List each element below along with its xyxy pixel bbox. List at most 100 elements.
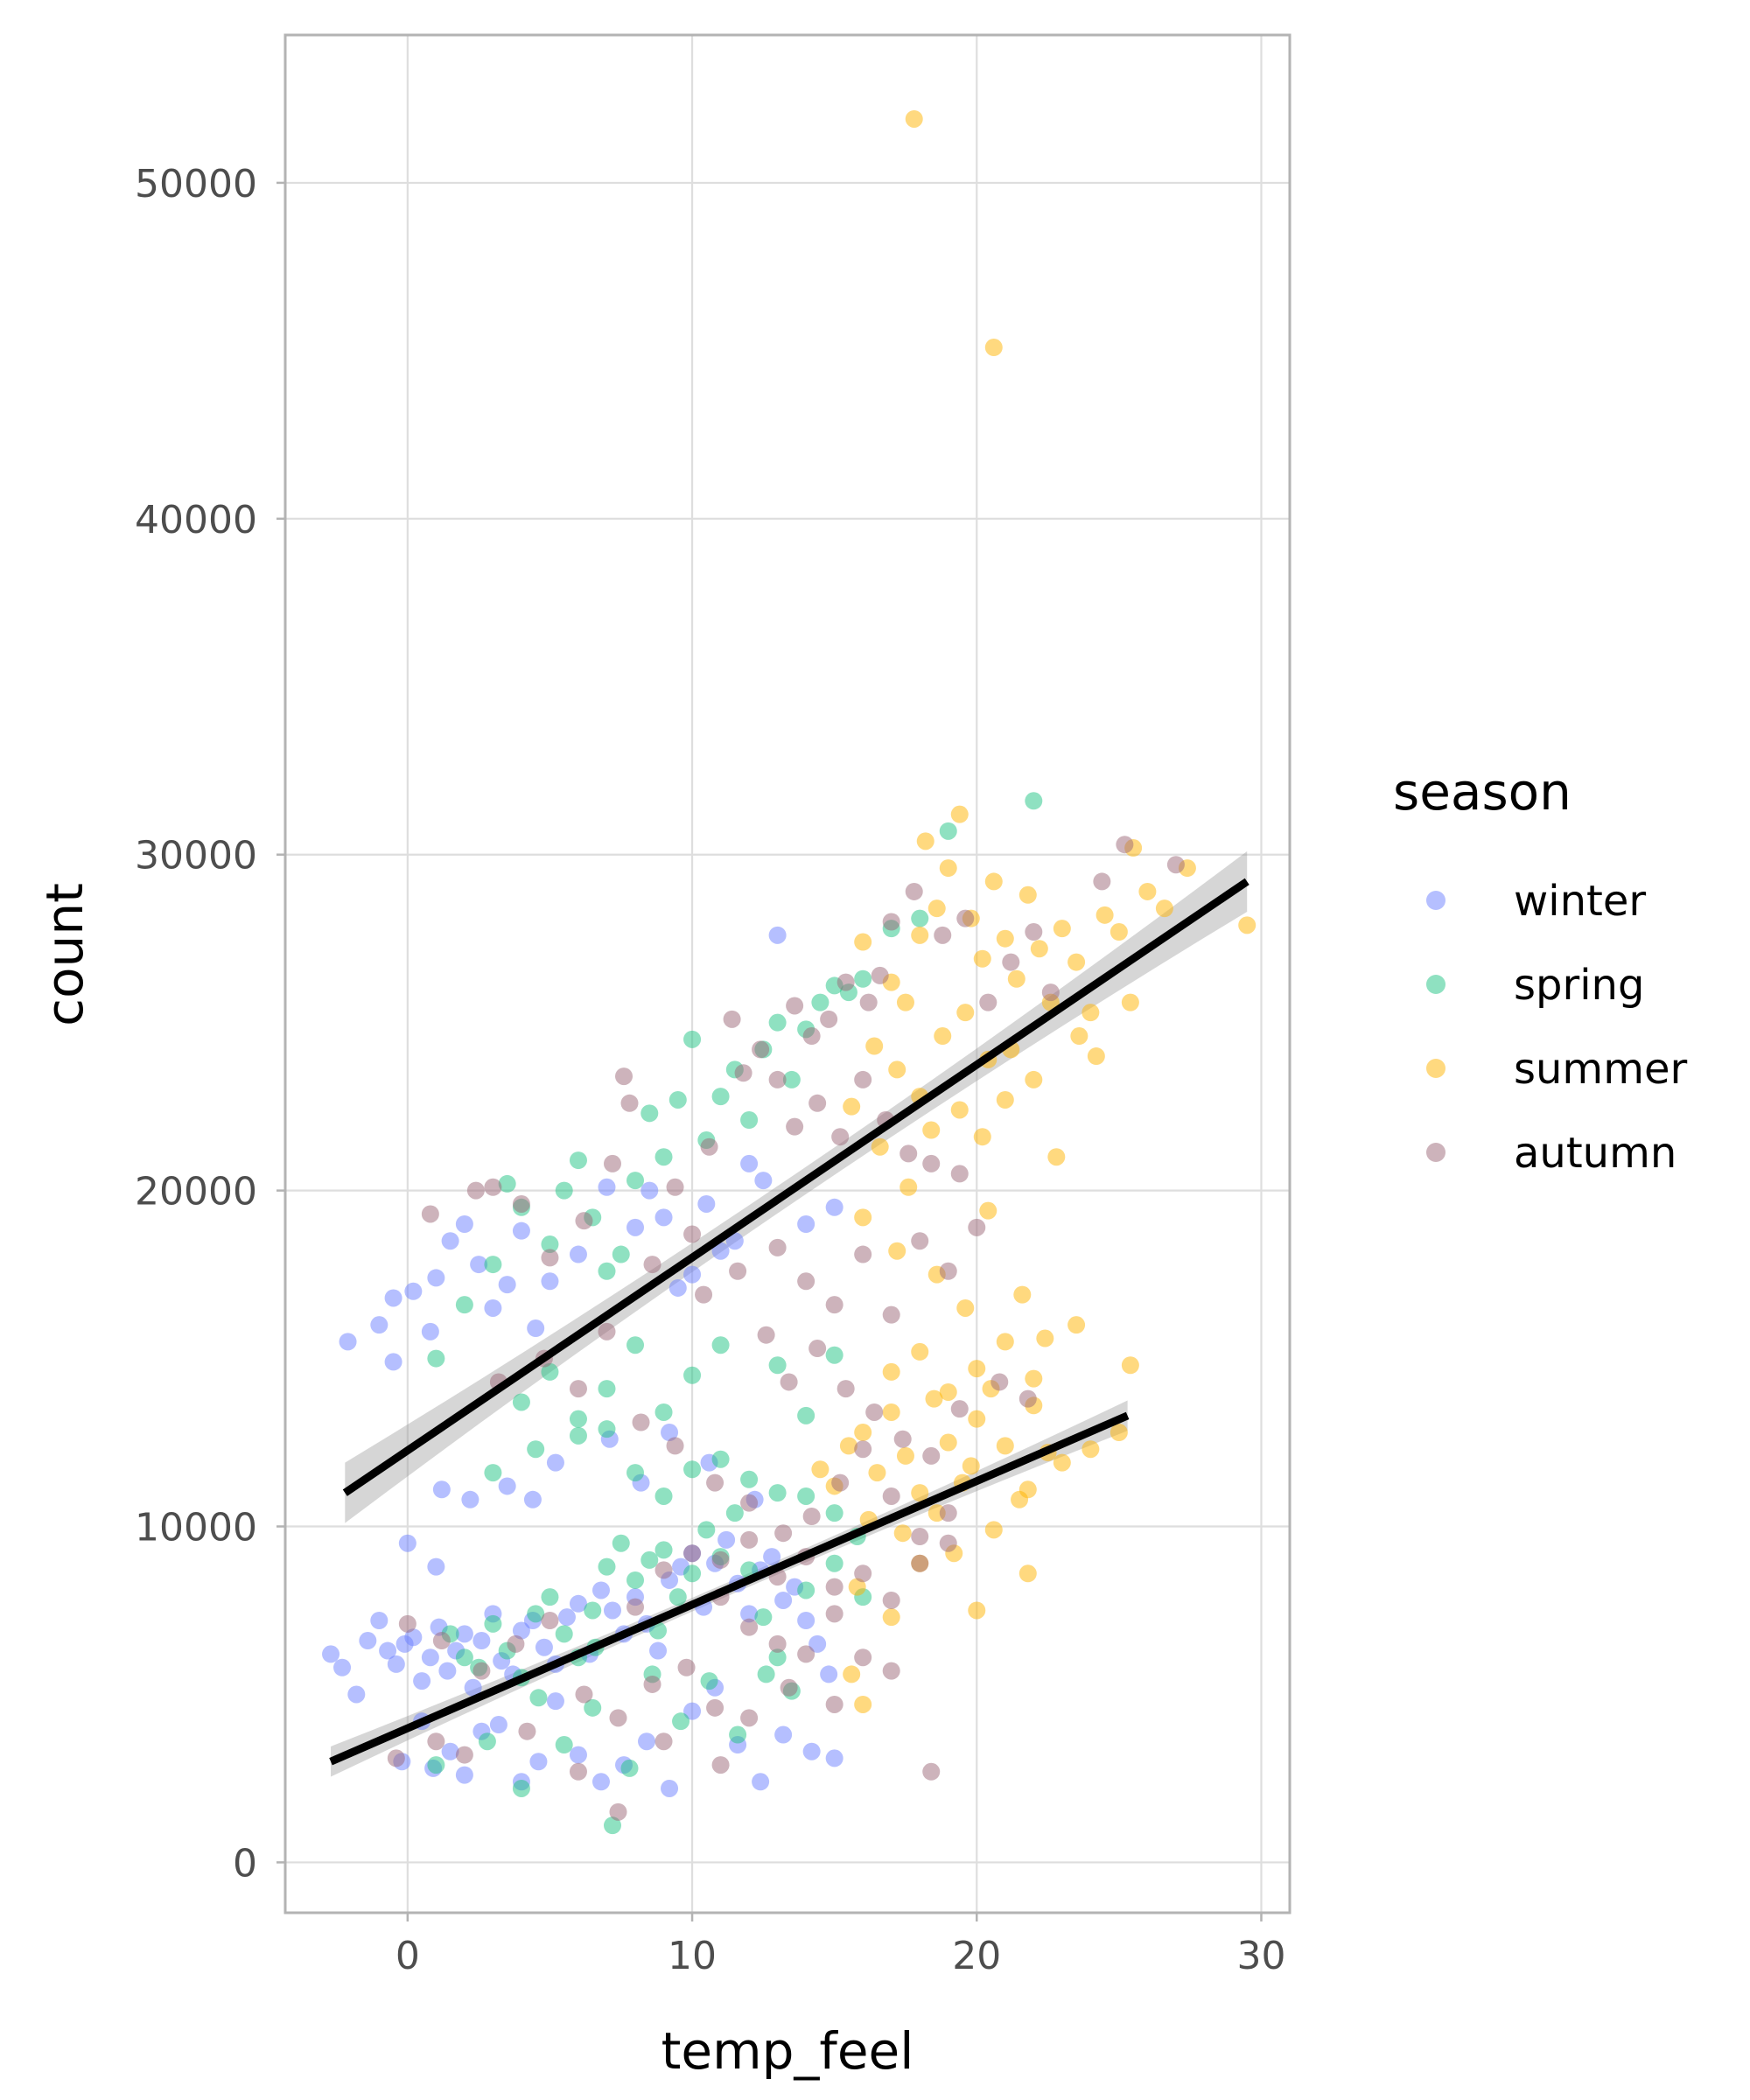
point-summer [956, 1298, 975, 1317]
point-winter [464, 1678, 482, 1697]
point-summer [984, 872, 1003, 891]
point-spring [555, 1625, 573, 1643]
point-summer [811, 1460, 830, 1479]
point-winter [626, 1218, 645, 1236]
point-autumn [398, 1614, 416, 1633]
point-spring [620, 1759, 639, 1777]
point-autumn [620, 1094, 639, 1112]
point-autumn [1025, 923, 1043, 942]
point-winter [683, 1702, 702, 1720]
point-autumn [900, 1144, 918, 1163]
point-winter [740, 1154, 759, 1172]
point-autumn [825, 1578, 844, 1596]
point-autumn [802, 1507, 821, 1525]
point-winter [546, 1692, 564, 1711]
point-summer [1030, 940, 1048, 958]
point-summer [1018, 1564, 1037, 1583]
point-winter [661, 1424, 679, 1442]
point-autumn [695, 1285, 713, 1304]
point-summer [905, 109, 923, 128]
point-summer [922, 1121, 941, 1139]
point-winter [322, 1645, 340, 1663]
point-spring [484, 1614, 502, 1633]
point-winter [718, 1530, 736, 1549]
point-spring [512, 1393, 530, 1411]
point-winter [470, 1256, 488, 1274]
legend-label-autumn: autumn [1514, 1129, 1676, 1178]
point-spring [569, 1152, 587, 1170]
point-winter [333, 1658, 352, 1676]
y-tick-label: 50000 [135, 162, 257, 206]
point-autumn [654, 1561, 673, 1579]
point-winter [339, 1333, 357, 1351]
point-summer [984, 1521, 1003, 1539]
point-spring [768, 1356, 787, 1375]
point-summer [1121, 993, 1139, 1012]
point-winter [649, 1642, 668, 1660]
point-summer [1068, 953, 1086, 971]
point-autumn [472, 1662, 491, 1680]
point-spring [484, 1256, 502, 1274]
point-autumn [934, 926, 952, 944]
point-winter [441, 1742, 459, 1760]
point-autumn [740, 1709, 759, 1727]
point-autumn [518, 1722, 536, 1740]
point-autumn [911, 1232, 929, 1250]
point-autumn [865, 1403, 884, 1421]
x-tick-label: 30 [1236, 1934, 1285, 1978]
point-spring [854, 970, 872, 988]
point-winter [438, 1662, 457, 1680]
point-autumn [632, 1413, 650, 1432]
point-summer [1018, 886, 1037, 904]
point-spring [811, 993, 830, 1012]
point-spring [825, 1346, 844, 1364]
point-spring [527, 1440, 545, 1459]
point-autumn [768, 1634, 787, 1653]
point-winter [472, 1632, 491, 1650]
point-autumn [882, 913, 900, 931]
point-summer [1110, 923, 1128, 942]
point-winter [668, 1278, 687, 1297]
point-spring [455, 1648, 473, 1667]
point-autumn [575, 1212, 593, 1230]
point-spring [569, 1426, 587, 1445]
point-autumn [854, 1070, 872, 1088]
point-autumn [911, 1528, 929, 1546]
point-spring [654, 1541, 673, 1559]
point-summer [934, 1027, 952, 1046]
point-autumn [922, 1446, 941, 1465]
fit-lines [329, 878, 1250, 1766]
point-summer [950, 1101, 969, 1119]
point-spring [825, 1504, 844, 1522]
point-summer [882, 1362, 900, 1381]
point-spring [455, 1296, 473, 1314]
point-summer [996, 1437, 1014, 1455]
point-winter [441, 1232, 459, 1250]
point-spring [740, 1470, 759, 1488]
point-spring [612, 1534, 630, 1552]
point-autumn [1166, 856, 1185, 874]
point-autumn [854, 1648, 872, 1667]
point-summer [839, 1437, 858, 1455]
point-autumn [802, 1027, 821, 1046]
point-spring [555, 1736, 573, 1754]
point-summer [1121, 1356, 1139, 1375]
point-autumn [774, 1524, 793, 1543]
point-summer [854, 1424, 872, 1442]
point-summer [911, 1484, 929, 1502]
point-summer [1047, 1148, 1066, 1166]
point-spring [768, 1648, 787, 1667]
point-winter [774, 1591, 793, 1609]
point-summer [848, 1578, 866, 1596]
point-autumn [780, 1373, 798, 1391]
point-autumn [768, 1070, 787, 1088]
point-autumn [387, 1749, 405, 1768]
point-spring [711, 1336, 730, 1354]
point-autumn [836, 973, 855, 991]
point-winter [541, 1272, 559, 1291]
point-autumn [939, 1504, 957, 1522]
legend-label-summer: summer [1514, 1045, 1687, 1094]
point-spring [498, 1174, 516, 1193]
point-spring [1025, 792, 1043, 810]
point-summer [900, 1178, 918, 1196]
